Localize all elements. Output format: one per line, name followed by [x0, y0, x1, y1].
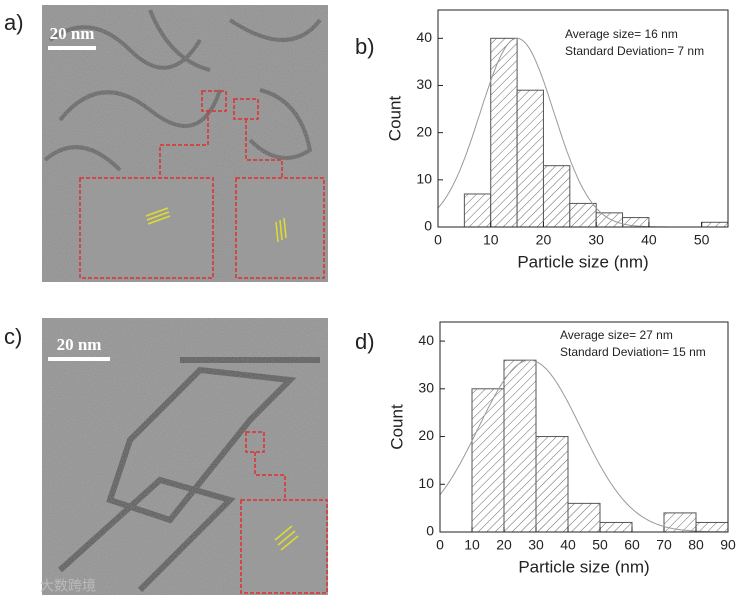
panel-label: d)	[355, 329, 375, 354]
annotation: Standard Deviation= 7 nm	[565, 44, 704, 58]
x-axis-label: Particle size (nm)	[518, 557, 649, 576]
bar	[567, 502, 601, 533]
bar	[701, 221, 729, 228]
y-tick-label: 40	[418, 332, 434, 348]
x-tick-label: 50	[592, 537, 608, 553]
tem-image-c: 20 nm	[42, 318, 328, 595]
tem-image-a: 20 nm	[42, 5, 328, 282]
panel-label: c)	[4, 324, 22, 349]
annotation: Standard Deviation= 15 nm	[560, 345, 706, 359]
y-tick-label: 0	[424, 218, 432, 234]
x-tick-label: 60	[624, 537, 640, 553]
y-tick-label: 10	[418, 475, 434, 491]
y-tick-label: 20	[416, 123, 432, 139]
bar	[569, 202, 597, 228]
x-tick-label: 50	[694, 232, 710, 248]
bar	[490, 37, 518, 228]
bar	[595, 212, 624, 228]
x-tick-label: 30	[588, 232, 604, 248]
x-tick-label: 0	[434, 232, 442, 248]
watermark: 大数跨境	[40, 578, 96, 594]
bar	[663, 512, 697, 533]
bar	[516, 89, 544, 228]
y-tick-label: 30	[416, 76, 432, 92]
y-tick-label: 20	[418, 427, 434, 443]
x-tick-label: 80	[688, 537, 704, 553]
annotation: Average size= 16 nm	[565, 27, 678, 41]
x-axis-label: Particle size (nm)	[517, 252, 648, 271]
fit-curve	[439, 359, 728, 533]
x-tick-label: 40	[560, 537, 576, 553]
x-tick-label: 20	[496, 537, 512, 553]
y-tick-label: 40	[416, 29, 432, 45]
plot-frame	[437, 9, 729, 228]
panel-label: b)	[355, 34, 375, 59]
bar	[535, 436, 569, 533]
scale-bar-label: 20 nm	[57, 335, 102, 354]
annotation: Average size= 27 nm	[560, 328, 673, 342]
y-tick-label: 30	[418, 380, 434, 396]
y-tick-label: 10	[416, 171, 432, 187]
x-tick-label: 20	[536, 232, 552, 248]
scale-bar-label: 20 nm	[50, 24, 95, 43]
x-tick-label: 90	[720, 537, 736, 553]
bar	[463, 193, 492, 228]
x-tick-label: 0	[436, 537, 444, 553]
x-tick-label: 30	[528, 537, 544, 553]
x-tick-label: 10	[464, 537, 480, 553]
y-axis-label: Count	[385, 96, 404, 142]
y-tick-label: 0	[426, 523, 434, 539]
x-tick-label: 40	[641, 232, 657, 248]
bar	[599, 521, 633, 533]
bar	[503, 359, 537, 533]
y-axis-label: Count	[387, 404, 406, 450]
x-tick-label: 70	[656, 537, 672, 553]
bar	[695, 521, 729, 533]
bar	[542, 165, 571, 228]
x-tick-label: 10	[483, 232, 499, 248]
bar	[471, 388, 505, 533]
panel-label: a)	[4, 10, 24, 35]
plot-frame	[439, 321, 729, 533]
